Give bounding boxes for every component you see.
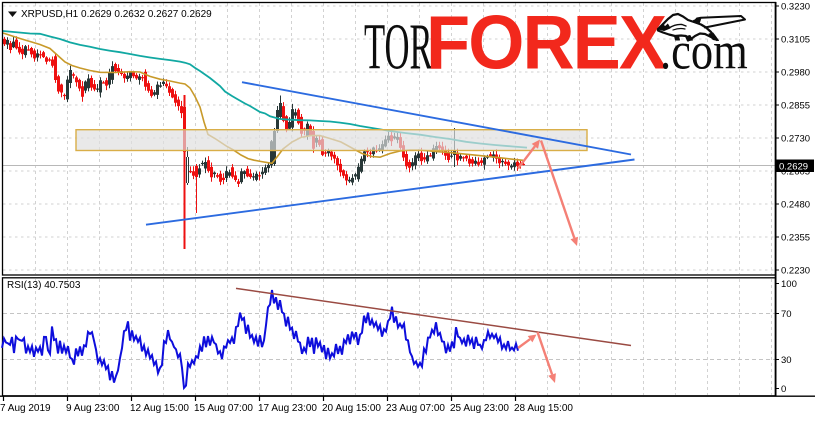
svg-text:FOREX: FOREX [426, 0, 667, 85]
svg-text:70: 70 [781, 309, 792, 320]
svg-text:17 Aug 23:00: 17 Aug 23:00 [258, 403, 317, 414]
svg-text:XRPUSD,H1 0.2629 0.2632 0.262: XRPUSD,H1 0.2629 0.2632 0.2627 0.2629 [21, 9, 212, 20]
svg-text:25 Aug 23:00: 25 Aug 23:00 [450, 403, 509, 414]
svg-text:7 Aug 2019: 7 Aug 2019 [0, 403, 51, 414]
svg-text:0: 0 [781, 384, 786, 395]
svg-text:RSI(13) 40.7503: RSI(13) 40.7503 [7, 280, 81, 291]
svg-text:0.3230: 0.3230 [781, 2, 810, 13]
svg-text:0.2629: 0.2629 [779, 162, 808, 173]
svg-text:0.2730: 0.2730 [781, 134, 810, 145]
svg-text:23 Aug 07:00: 23 Aug 07:00 [386, 403, 445, 414]
svg-text:0.3105: 0.3105 [781, 35, 810, 46]
svg-text:0.2355: 0.2355 [781, 233, 810, 244]
svg-text:9 Aug 23:00: 9 Aug 23:00 [66, 403, 120, 414]
svg-text:20 Aug 15:00: 20 Aug 15:00 [322, 403, 381, 414]
svg-text:15 Aug 07:00: 15 Aug 07:00 [194, 403, 253, 414]
svg-text:0.2480: 0.2480 [781, 200, 810, 211]
svg-text:12 Aug 15:00: 12 Aug 15:00 [130, 403, 189, 414]
svg-text:TOR: TOR [364, 11, 433, 84]
svg-text:0.2855: 0.2855 [781, 101, 810, 112]
svg-text:0.2230: 0.2230 [781, 266, 810, 277]
svg-text:100: 100 [781, 279, 797, 290]
svg-text:0.2980: 0.2980 [781, 68, 810, 79]
svg-text:28 Aug 15:00: 28 Aug 15:00 [514, 403, 573, 414]
svg-text:30: 30 [781, 355, 792, 366]
